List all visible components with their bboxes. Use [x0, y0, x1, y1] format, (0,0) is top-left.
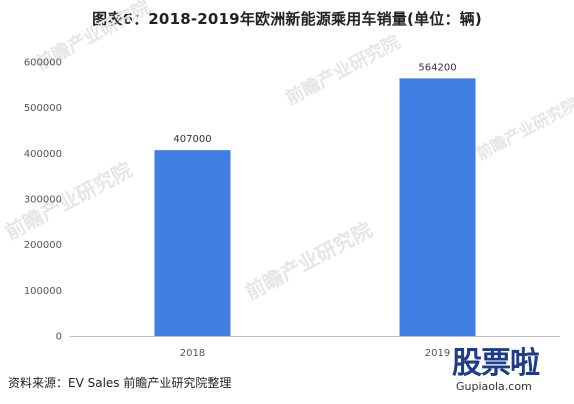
- x-tick-label: 2018: [180, 348, 205, 359]
- y-tick-label: 0: [56, 332, 62, 343]
- y-tick-label: 100000: [24, 286, 62, 297]
- bar-data-label: 564200: [418, 62, 456, 73]
- y-tick-label: 600000: [24, 58, 62, 69]
- y-tick-label: 500000: [24, 103, 62, 114]
- bar-data-label: 407000: [173, 134, 211, 145]
- site-watermark-word: 股票啦: [452, 338, 540, 382]
- watermark-text: 前瞻产业研究院: [282, 31, 404, 110]
- y-axis: 0 100000 200000 300000 400000 500000 600000: [24, 58, 62, 343]
- source-note: 资料来源：EV Sales 前瞻产业研究院整理: [8, 376, 232, 390]
- chart-title: 图表6：2018-2019年欧洲新能源乘用车销量(单位：辆): [92, 10, 482, 28]
- site-watermark-word-text: 股票啦: [452, 346, 540, 381]
- bar: [154, 150, 231, 336]
- x-tick-label: 2019: [425, 348, 450, 359]
- site-watermark-url: Gupiaola.com: [456, 380, 532, 393]
- y-tick-label: 300000: [24, 195, 62, 206]
- y-tick-label: 400000: [24, 149, 62, 160]
- watermark-text: 前瞻产业研究院: [1, 157, 136, 244]
- watermark-text: 前瞻产业研究院: [241, 217, 376, 304]
- y-tick-label: 200000: [24, 240, 62, 251]
- bar: [399, 78, 476, 336]
- site-watermark-stamp: 股票啦 Gupiaola.com: [448, 338, 572, 402]
- bars: 407000 564200: [154, 62, 476, 336]
- watermark-text: 前瞻产业研究院: [473, 94, 574, 163]
- x-axis: 2018 2019: [180, 348, 450, 359]
